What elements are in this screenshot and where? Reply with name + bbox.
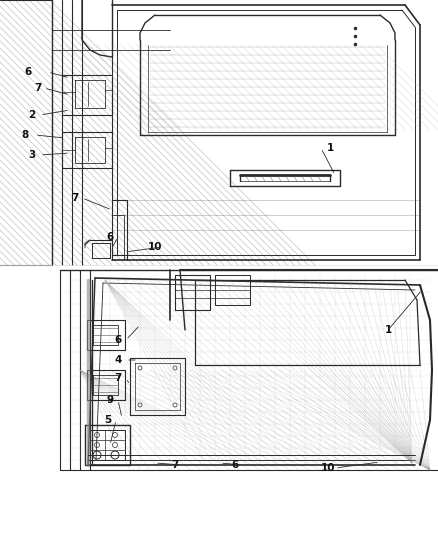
Text: 3: 3 bbox=[28, 150, 35, 160]
Text: 7: 7 bbox=[34, 83, 42, 93]
Text: 10: 10 bbox=[148, 242, 162, 252]
Text: 1: 1 bbox=[385, 325, 392, 335]
Text: 10: 10 bbox=[321, 463, 335, 473]
Text: 1: 1 bbox=[326, 143, 334, 153]
Text: 6: 6 bbox=[231, 460, 239, 470]
Text: 7: 7 bbox=[71, 193, 79, 203]
Text: 6: 6 bbox=[106, 232, 113, 242]
Text: 7: 7 bbox=[114, 373, 122, 383]
Text: 4: 4 bbox=[114, 355, 122, 365]
Text: 7: 7 bbox=[171, 460, 179, 470]
Text: 2: 2 bbox=[28, 110, 35, 120]
Text: 9: 9 bbox=[106, 395, 113, 405]
Text: 8: 8 bbox=[21, 130, 28, 140]
Text: 5: 5 bbox=[104, 415, 112, 425]
Text: 6: 6 bbox=[114, 335, 122, 345]
Text: 6: 6 bbox=[25, 67, 32, 77]
